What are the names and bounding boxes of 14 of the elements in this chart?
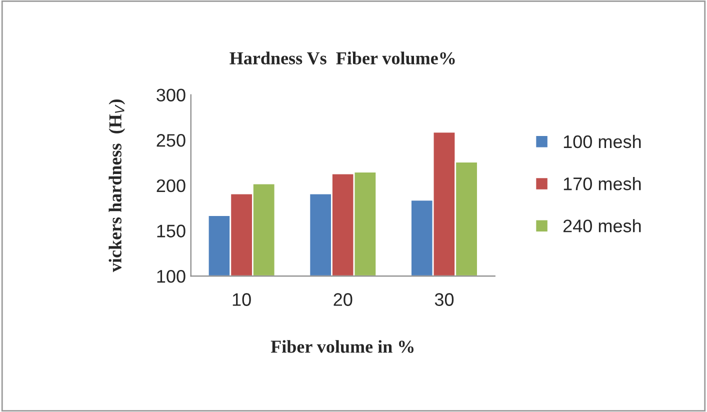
y-tick-label: 100 xyxy=(157,270,186,283)
x-tick-label: 10 xyxy=(232,293,251,306)
y-tick-label: 250 xyxy=(156,134,186,147)
x-tick-label: 30 xyxy=(434,293,454,306)
y-axis-title: vickers hardness (H$_{V}$) xyxy=(108,100,126,272)
y-tick-label: 150 xyxy=(157,224,186,238)
chart-title: Hardness Vs Fiber volume% xyxy=(230,52,455,64)
legend-label: 100 mesh xyxy=(564,134,641,148)
x-tick-label: 20 xyxy=(334,293,352,306)
y-tick-label: 200 xyxy=(156,179,186,192)
x-axis-title: Fiber volume in % xyxy=(270,340,414,353)
y-tick-label: 300 xyxy=(156,88,186,102)
legend-label: 240 mesh xyxy=(563,219,641,232)
legend-label: 170 mesh xyxy=(564,176,641,190)
